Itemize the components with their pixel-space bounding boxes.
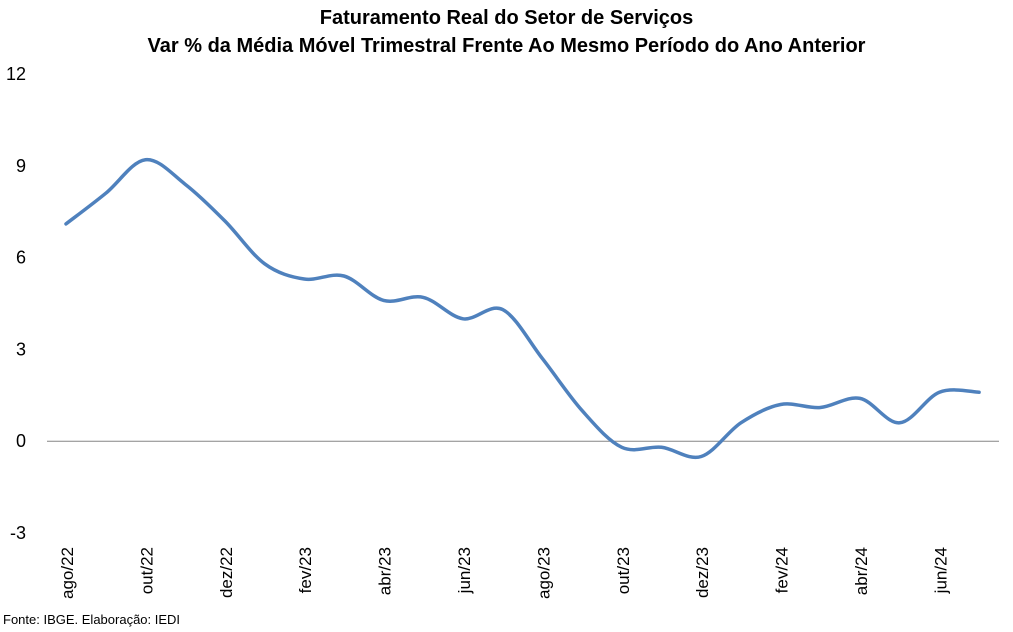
data-point <box>898 421 901 424</box>
x-tick-label: ago/23 <box>534 547 553 599</box>
data-point <box>660 446 663 449</box>
data-point <box>501 308 504 311</box>
data-point <box>144 158 147 161</box>
y-tick-label: 0 <box>16 431 26 451</box>
data-point <box>978 391 981 394</box>
data-point <box>700 455 703 458</box>
x-tick-label: ago/22 <box>58 547 77 599</box>
data-point <box>263 262 266 265</box>
x-tick-label: jun/24 <box>931 547 950 594</box>
y-tick-label: -3 <box>10 523 26 543</box>
chart-title: Faturamento Real do Setor de Serviços <box>319 7 694 29</box>
data-point <box>620 446 623 449</box>
data-point <box>184 183 187 186</box>
chart-subtitle: Var % da Média Móvel Trimestral Frente A… <box>147 35 866 57</box>
data-point <box>382 299 385 302</box>
data-point <box>223 219 226 222</box>
x-tick-label: abr/24 <box>852 547 871 595</box>
data-point <box>859 397 862 400</box>
data-point <box>938 391 941 394</box>
x-tick-label: jun/23 <box>455 547 474 594</box>
x-tick-label: fev/24 <box>773 547 792 593</box>
y-tick-label: 12 <box>6 64 26 84</box>
x-tick-label: out/23 <box>614 547 633 594</box>
y-tick-label: 3 <box>16 339 26 359</box>
x-tick-label: fev/23 <box>296 547 315 593</box>
x-tick-label: dez/22 <box>217 547 236 598</box>
y-tick-label: 9 <box>16 156 26 176</box>
data-point <box>541 357 544 360</box>
source-note: Fonte: IBGE. Elaboração: IEDI <box>3 612 181 627</box>
data-point <box>65 222 68 225</box>
data-point <box>581 409 584 412</box>
data-point <box>104 192 107 195</box>
x-tick-label: abr/23 <box>376 547 395 595</box>
series-line <box>64 157 981 460</box>
data-point <box>342 275 345 278</box>
data-point <box>462 317 465 320</box>
x-tick-label: dez/23 <box>693 547 712 598</box>
x-tick-label: out/22 <box>137 547 156 594</box>
data-point <box>303 278 306 281</box>
data-point <box>779 403 782 406</box>
data-point <box>422 296 425 299</box>
data-point <box>819 406 822 409</box>
data-point <box>739 421 742 424</box>
y-tick-label: 6 <box>16 248 26 268</box>
